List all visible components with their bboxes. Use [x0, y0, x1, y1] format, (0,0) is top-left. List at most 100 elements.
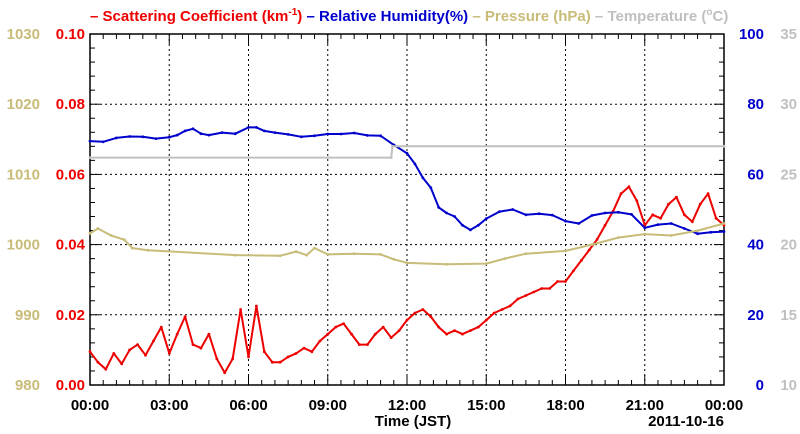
- scattering-tick-label: 0.04: [56, 237, 86, 254]
- data-point: [405, 261, 409, 265]
- data-point: [112, 352, 116, 355]
- data-point: [175, 332, 179, 336]
- pressure-tick-label: 1010: [7, 166, 40, 183]
- humidity-tick-label: 100: [739, 26, 764, 43]
- data-point: [405, 151, 409, 155]
- data-point: [484, 262, 488, 265]
- data-point: [199, 132, 203, 136]
- data-point: [96, 360, 100, 364]
- legend-label: Relative Humidity(%): [319, 8, 468, 25]
- data-point: [503, 257, 507, 260]
- data-point: [413, 311, 417, 315]
- data-point: [453, 215, 456, 218]
- data-point: [508, 304, 512, 308]
- temperature-tick-label: 10: [780, 377, 797, 394]
- data-point: [104, 367, 108, 371]
- data-point: [550, 213, 554, 217]
- data-point: [255, 126, 258, 129]
- data-point: [709, 230, 713, 234]
- data-point: [453, 329, 456, 332]
- temperature-axis: 10 15 20 25 30 35: [780, 26, 797, 394]
- chart-legend: – Scattering Coefficient (km-1) – Relati…: [90, 7, 728, 25]
- humidity-tick-label: 80: [747, 96, 764, 113]
- data-point: [96, 227, 100, 230]
- temperature-tick-label: 35: [780, 26, 797, 43]
- data-point: [144, 353, 147, 357]
- data-point: [696, 229, 699, 233]
- data-point: [511, 208, 515, 211]
- data-point: [540, 287, 544, 290]
- data-point: [366, 343, 369, 346]
- temperature-tick-label: 15: [780, 307, 797, 324]
- data-point: [167, 135, 171, 139]
- data-point: [397, 329, 401, 332]
- humidity-tick-label: 40: [747, 237, 764, 254]
- data-point: [392, 257, 396, 261]
- data-point: [358, 343, 361, 346]
- data-point: [461, 332, 464, 336]
- series-layer: [88, 126, 726, 375]
- data-point: [722, 222, 726, 225]
- data-point: [273, 131, 277, 135]
- data-point: [305, 253, 308, 257]
- legend-label-end: C): [712, 8, 728, 25]
- data-point: [128, 348, 132, 352]
- legend-label: Scattering Coefficient (km: [103, 8, 289, 25]
- data-point: [413, 162, 417, 166]
- data-point: [141, 135, 145, 139]
- data-point: [616, 236, 620, 240]
- data-point: [302, 346, 306, 350]
- data-point: [590, 243, 594, 247]
- data-point: [669, 234, 673, 237]
- data-point: [247, 126, 250, 129]
- pressure-tick-label: 980: [15, 377, 40, 394]
- scattering-tick-label: 0.08: [56, 96, 85, 113]
- data-point: [476, 223, 480, 227]
- data-point: [722, 144, 726, 148]
- data-point: [215, 357, 219, 361]
- data-point: [683, 227, 686, 230]
- data-point: [630, 213, 633, 216]
- data-point: [437, 206, 441, 209]
- data-point: [498, 210, 501, 214]
- data-point: [643, 232, 647, 236]
- data-point: [278, 254, 282, 258]
- data-point: [524, 213, 528, 217]
- data-point: [580, 259, 583, 262]
- data-point: [524, 252, 528, 256]
- data-point: [366, 134, 369, 137]
- data-point: [199, 346, 203, 350]
- humidity-tick-label: 0: [756, 377, 764, 394]
- scattering-tick-label: 0.02: [56, 307, 85, 324]
- data-point: [373, 332, 377, 336]
- data-point: [577, 222, 581, 225]
- pressure-axis: 980 990 1000 1010 1020 1030: [7, 26, 40, 394]
- legend-label: Pressure (hPa): [485, 8, 591, 25]
- pressure-tick-label: 990: [15, 307, 40, 324]
- data-point: [379, 253, 382, 256]
- data-point: [445, 332, 448, 336]
- scattering-tick-label: 0.00: [56, 377, 85, 394]
- data-point: [532, 290, 536, 294]
- data-point: [352, 131, 356, 135]
- data-point: [183, 129, 187, 133]
- data-point: [696, 232, 699, 236]
- pressure-tick-label: 1000: [7, 237, 40, 254]
- data-point: [88, 232, 92, 235]
- data-point: [352, 252, 356, 256]
- data-point: [437, 325, 441, 329]
- data-point: [326, 332, 330, 336]
- data-point: [595, 237, 599, 241]
- data-point: [381, 325, 385, 329]
- data-point: [136, 343, 140, 346]
- data-point: [326, 132, 330, 136]
- pressure-tick-label: 1030: [7, 26, 40, 43]
- x-tick-label: 15:00: [467, 397, 505, 414]
- data-point: [421, 308, 425, 311]
- data-point: [88, 156, 92, 160]
- data-point: [350, 332, 353, 336]
- data-point: [270, 360, 274, 364]
- data-point: [294, 250, 298, 254]
- data-point: [167, 352, 171, 355]
- data-point: [101, 140, 105, 144]
